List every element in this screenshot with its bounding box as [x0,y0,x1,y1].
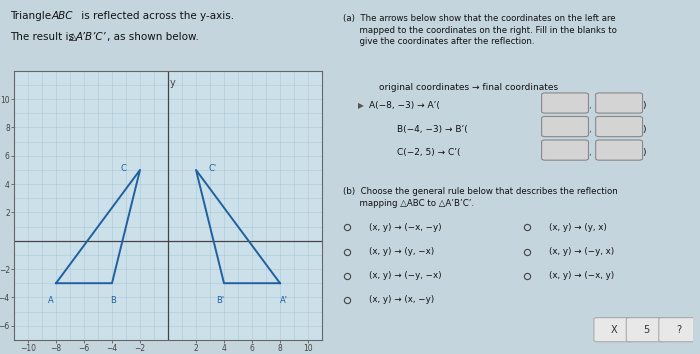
FancyBboxPatch shape [542,116,589,137]
Text: C(−2, 5) → C’(: C(−2, 5) → C’( [398,148,461,157]
Text: ?: ? [676,325,681,335]
FancyBboxPatch shape [626,318,666,342]
Text: B(−4, −3) → B’(: B(−4, −3) → B’( [398,125,468,133]
Text: (x, y) → (y, x): (x, y) → (y, x) [549,223,607,232]
Text: B: B [111,296,116,305]
FancyBboxPatch shape [596,116,643,137]
FancyBboxPatch shape [542,93,589,113]
Text: ,: , [589,101,591,110]
Text: ▶: ▶ [358,101,363,110]
Text: A: A [48,296,53,305]
Text: (x, y) → (y, −x): (x, y) → (y, −x) [368,247,434,256]
Text: ,: , [589,148,591,157]
Text: ): ) [643,101,646,110]
Text: The result is: The result is [10,32,78,42]
FancyBboxPatch shape [659,318,699,342]
Text: (a)  The arrows below show that the coordinates on the left are
      mapped to : (a) The arrows below show that the coord… [343,14,617,46]
Text: (x, y) → (x, −y): (x, y) → (x, −y) [368,295,434,304]
FancyBboxPatch shape [594,318,634,342]
FancyBboxPatch shape [596,140,643,160]
Text: (x, y) → (−y, −x): (x, y) → (−y, −x) [368,271,441,280]
Text: is reflected across the y-axis.: is reflected across the y-axis. [78,11,234,21]
Text: △A’B’C’: △A’B’C’ [69,32,106,42]
Text: Triangle: Triangle [10,11,55,21]
Text: A': A' [280,296,288,305]
Text: , as shown below.: , as shown below. [107,32,199,42]
Text: ): ) [643,125,646,133]
Text: ): ) [643,148,646,157]
FancyBboxPatch shape [542,140,589,160]
Text: (x, y) → (−x, −y): (x, y) → (−x, −y) [368,223,441,232]
Text: (x, y) → (−y, x): (x, y) → (−y, x) [549,247,614,256]
Text: X: X [610,325,617,335]
Text: C: C [120,164,126,173]
Text: A(−8, −3) → A’(: A(−8, −3) → A’( [368,101,440,110]
Text: (x, y) → (−x, y): (x, y) → (−x, y) [549,271,614,280]
Text: 5: 5 [643,325,650,335]
Text: y: y [169,78,175,88]
Text: (b)  Choose the general rule below that describes the reflection
      mapping △: (b) Choose the general rule below that d… [343,187,618,208]
Text: ABC: ABC [51,11,73,21]
Text: C': C' [209,164,217,173]
Text: original coordinates → final coordinates: original coordinates → final coordinates [379,83,559,92]
Text: B': B' [216,296,224,305]
Text: ,: , [589,125,591,133]
FancyBboxPatch shape [596,93,643,113]
